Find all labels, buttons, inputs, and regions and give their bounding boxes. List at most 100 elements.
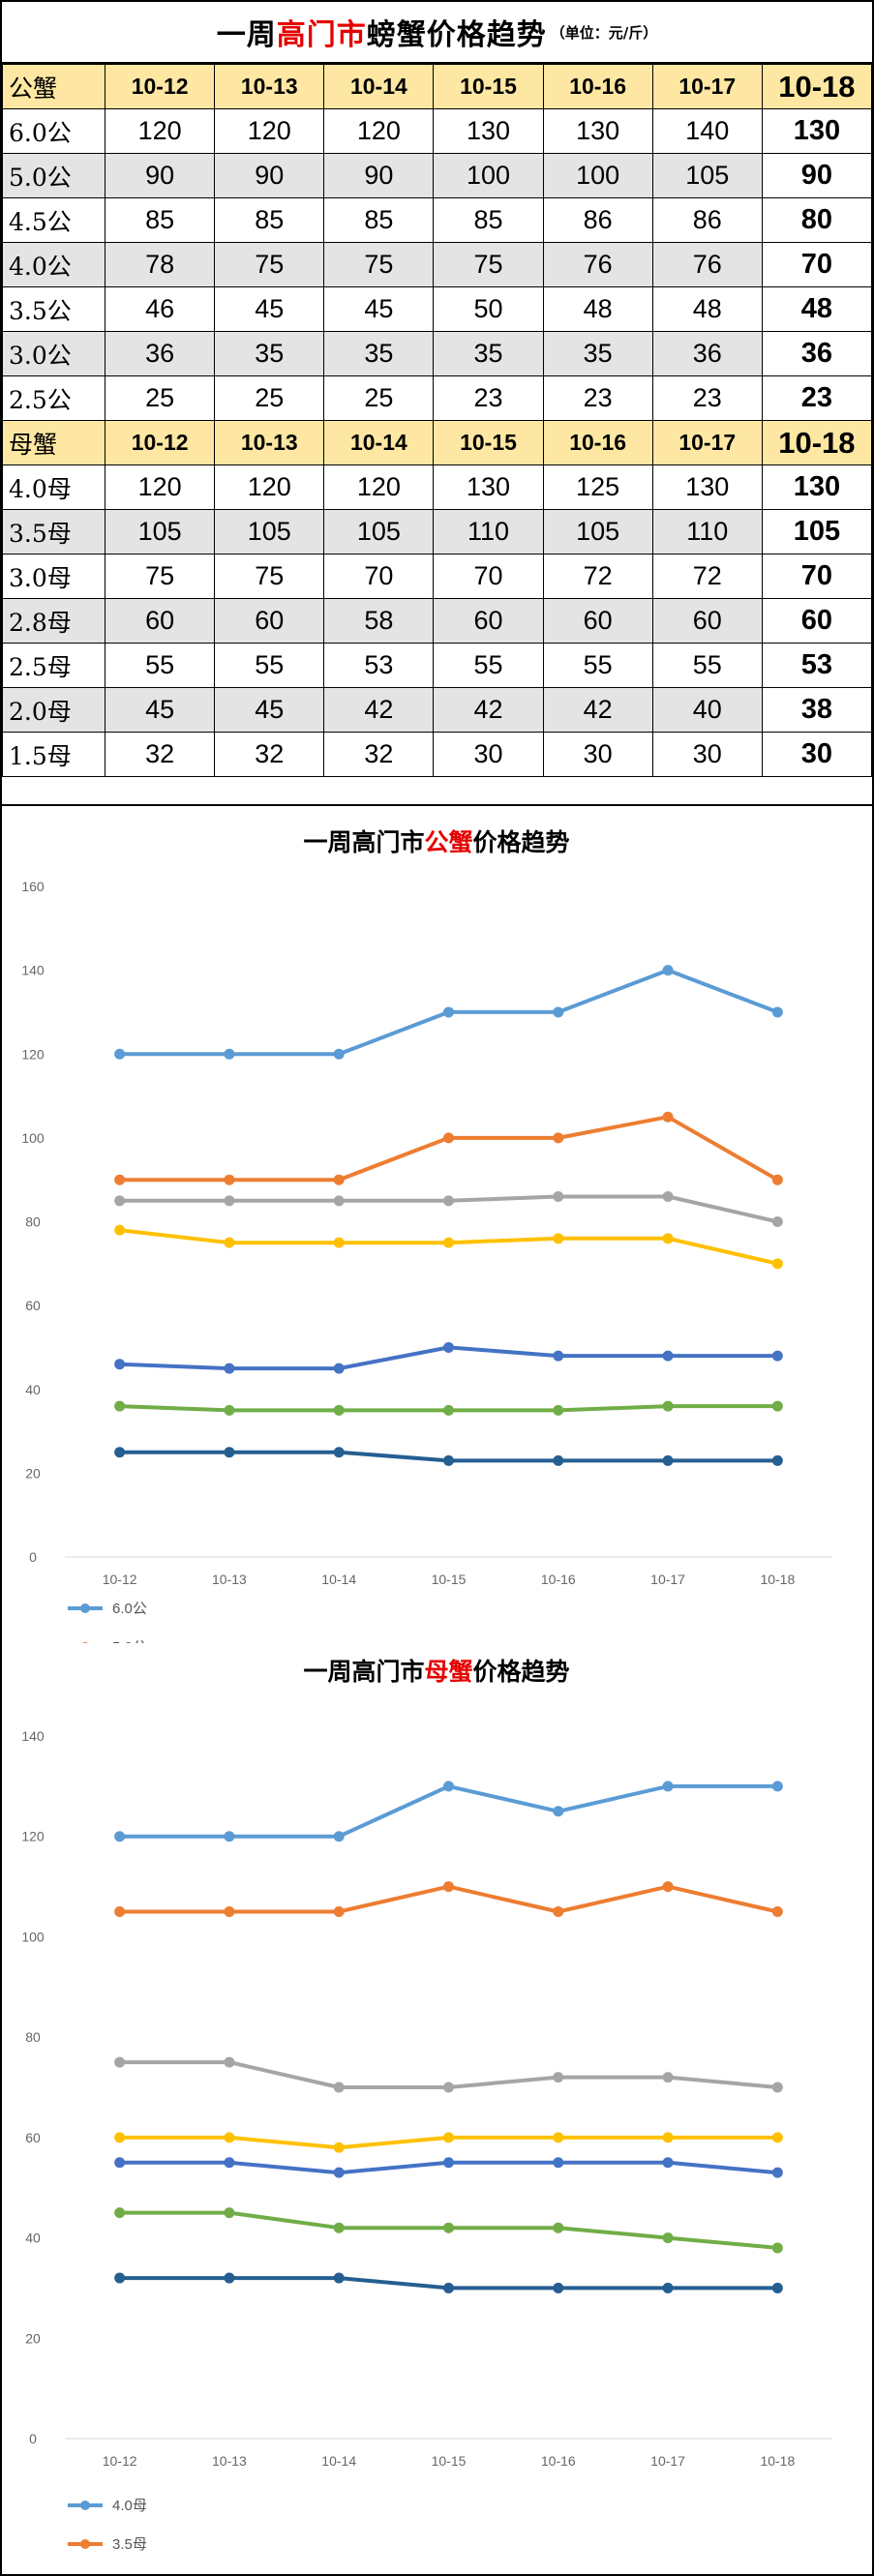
data-point [662,1400,674,1412]
legend-label: 5.0公 [112,1639,147,1648]
male-table-row: 5.0公 90 90 90 100 100 105 90 [1,153,873,198]
male-price-cell: 86 [651,197,763,243]
data-point [662,1111,674,1123]
female-price-cell: 30 [433,732,544,777]
data-point [333,1174,345,1185]
female-table-row: 1.5母 32 32 32 30 30 30 30 [1,732,873,777]
data-point [443,2157,454,2169]
data-point [114,1195,126,1207]
male-price-cell: 36 [651,331,763,376]
female-size-label: 4.0母 [1,464,106,510]
female-price-cell: 60 [433,598,544,644]
data-point [224,1195,235,1207]
series-line [117,1115,780,1183]
data-point [333,1048,345,1060]
data-point [114,1831,126,1842]
data-point [662,2132,674,2143]
female-price-cell: 60 [214,598,325,644]
male-size-label: 2.5公 [1,375,106,421]
data-point [553,1906,564,1917]
female-size-label: 2.5母 [1,643,106,688]
male-price-cell: 86 [542,197,653,243]
y-tick-label: 120 [21,1046,45,1062]
data-point [553,1233,564,1244]
female-price-cell: 55 [651,643,763,688]
female-size-label: 2.0母 [1,687,106,733]
data-point [662,1454,674,1466]
female-date-header: 10-13 [214,420,325,465]
male-size-label: 3.0公 [1,331,106,376]
female-price-cell: 60 [651,598,763,644]
data-point [224,1048,235,1060]
data-point [771,1216,783,1227]
data-point [114,1048,126,1060]
female-price-cell: 105 [761,509,873,554]
female-price-cell: 45 [105,687,216,733]
data-point [771,1006,783,1018]
data-point [771,1350,783,1362]
chart-legend: 4.0母 3.5母 [68,2498,147,2553]
x-tick-label: 10-12 [103,2453,137,2469]
data-point [443,1454,454,1466]
female-price-cell: 58 [323,598,435,644]
male-size-label: 4.0公 [1,242,106,287]
data-point [553,2157,564,2169]
female-crab-chart-svg: 一周高门市母蟹价格趋势 0 20 40 60 80 100 120 140 10-12 10-13 1… [21,1658,832,2553]
male-table-row: 4.5公 85 85 85 85 86 86 80 [1,197,873,243]
data-point [443,1006,454,1018]
chart-legend: 6.0公 5.0公 [68,1601,147,1648]
data-point [114,2272,126,2284]
female-price-cell: 105 [542,509,653,554]
female-price-cell: 120 [105,464,216,510]
female-price-cell: 30 [651,732,763,777]
data-point [333,2142,345,2153]
male-price-cell: 120 [323,108,435,154]
male-header-row: 公蟹 10-12 10-13 10-14 10-15 10-16 10-17 10-18 [1,64,873,109]
male-price-cell: 36 [105,331,216,376]
data-point [443,1195,454,1207]
data-point [224,1174,235,1185]
data-point [553,2282,564,2293]
male-price-cell: 130 [761,108,873,154]
data-point [114,1906,126,1917]
chart-title-highlight: 公蟹 [424,828,472,856]
female-price-cell: 70 [761,554,873,599]
male-price-cell: 140 [651,108,763,154]
male-price-cell: 48 [761,286,873,332]
male-price-cell: 85 [214,197,325,243]
female-price-cell: 72 [651,554,763,599]
male-price-cell: 76 [651,242,763,287]
data-point [553,1404,564,1416]
data-point [771,2282,783,2293]
male-price-cell: 100 [433,153,544,198]
x-tick-label: 10-12 [103,1572,137,1587]
data-point [662,1781,674,1792]
male-date-header: 10-15 [433,64,544,109]
male-price-cell: 50 [433,286,544,332]
data-point [443,1341,454,1353]
data-point [662,2072,674,2083]
female-price-cell: 60 [761,598,873,644]
chart-title-highlight: 母蟹 [424,1658,472,1686]
data-point [553,2072,564,2083]
male-size-label: 5.0公 [1,153,106,198]
female-size-label: 3.5母 [1,509,106,554]
male-price-cell: 25 [323,375,435,421]
data-point [224,1237,235,1248]
male-price-cell: 46 [105,286,216,332]
legend-label: 6.0公 [112,1601,147,1617]
price-table: 公蟹 10-12 10-13 10-14 10-15 10-16 10-17 10-18 6.0… [1,64,873,777]
female-date-header: 10-17 [651,420,763,465]
x-tick-label: 10-13 [212,1572,247,1587]
female-price-cell: 70 [433,554,544,599]
data-point [333,1831,345,1842]
male-date-header: 10-12 [105,64,216,109]
male-price-cell: 78 [105,242,216,287]
y-tick-label: 60 [25,2130,41,2145]
female-table-row: 2.5母 55 55 53 55 55 55 53 [1,643,873,688]
female-price-cell: 110 [651,509,763,554]
data-point [662,2282,674,2293]
data-point [662,1233,674,1244]
male-price-cell: 130 [542,108,653,154]
male-date-header: 10-13 [214,64,325,109]
